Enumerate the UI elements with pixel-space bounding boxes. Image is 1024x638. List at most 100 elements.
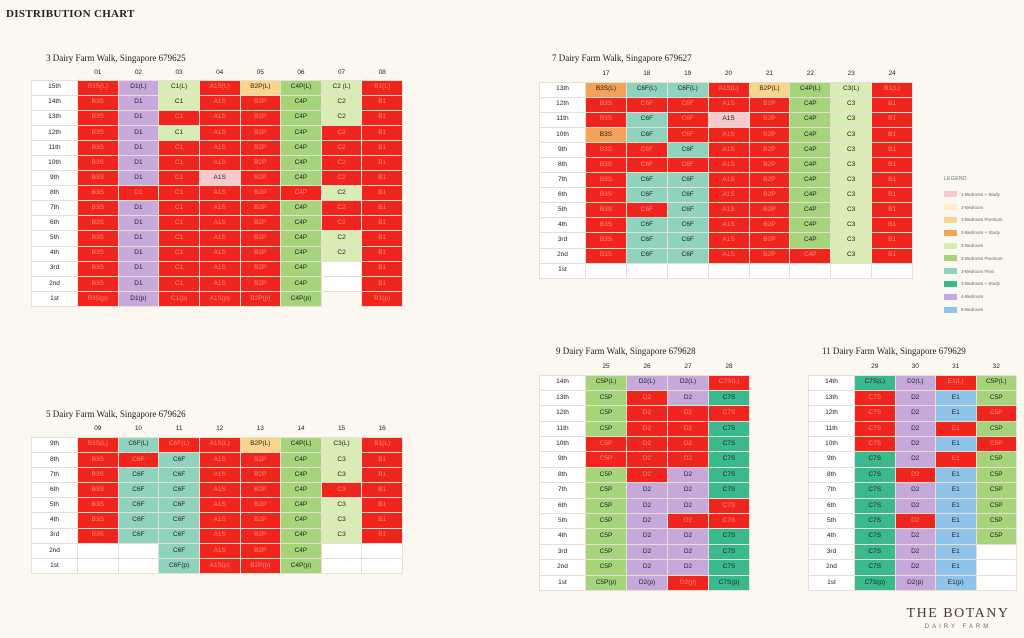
floor-row: 14th B3S D1 C1 A1S B2P C4P C2 B1 [31, 94, 403, 111]
stack-number: 32 [992, 362, 1000, 370]
unit-cell-sold: D2 [626, 405, 668, 422]
legend-swatch [944, 255, 957, 262]
unit-cell-sold: B3S [585, 202, 627, 219]
unit-cell-sold: D2(p) [667, 574, 709, 591]
unit-cell-sold: E1 [935, 451, 977, 468]
unit-cell: C4P(L) [789, 81, 832, 98]
unit-cell-sold: B1 [871, 126, 913, 143]
unit-cell-sold: B2P [239, 109, 282, 126]
unit-cell: C7S [708, 420, 750, 438]
floor-row: 14th C7S(L) D2(L) E1(L) C5P(L) [808, 374, 1017, 391]
unit-cell: C5P [975, 451, 1017, 468]
stack-header-row: 17 18 19 20 21 22 23 24 [540, 66, 913, 82]
unit-cell-sold: C1 [158, 275, 200, 292]
floor-label: 4th [31, 512, 78, 529]
unit-cell-sold: B1 [361, 109, 403, 126]
unit-cell: C7S(p) [708, 574, 750, 591]
floor-label: 12th [31, 124, 78, 141]
unit-cell-sold: B2P [239, 245, 282, 262]
unit-cell-sold: A1S [707, 232, 750, 249]
legend-item: 4-Bedroom [944, 290, 1003, 303]
unit-cell: C3 [320, 527, 363, 544]
floor-row: 4th C7S D2 E1 C5P [808, 528, 1017, 545]
legend-label: 2-Bedroom [961, 204, 984, 210]
floor-row: 3rd C7S D2 E1 [808, 543, 1017, 561]
unit-cell-sold: B2P [748, 141, 791, 158]
unit-cell: D2 [894, 543, 936, 561]
legend-item: 5-Bedroom [944, 303, 1003, 316]
unit-cell: C4P [280, 275, 322, 292]
brand-subtitle: DAIRY FARM [924, 624, 992, 630]
floor-row: 9th B3S(L) C6F(L) C6F(L) A1S(L) B2P(L) C4P(L) C… [31, 436, 403, 453]
floor-row: 10th B3S C6F C6F A1S B2P C4P C3 B1 [539, 126, 913, 143]
unit-cell: C5P [585, 528, 627, 545]
stack-number: 11 [175, 425, 183, 432]
unit-cell: D2 [667, 559, 709, 576]
floor-label: 2nd [31, 275, 78, 292]
floor-label: 10th [31, 154, 78, 172]
unit-cell-sold: A1S [198, 466, 241, 484]
floor-label: 7th [31, 466, 78, 484]
floor-row: 13th C7S D2 E1 C5P [808, 389, 1017, 407]
floor-row: 7th C7S D2 E1 C5P [808, 482, 1017, 499]
unit-cell: D2 [894, 389, 936, 407]
unit-cell: C6F [625, 247, 668, 264]
floor-row: 1st C7S(p) D2(p) E1(p) [808, 574, 1017, 591]
unit-cell: D2 [626, 543, 668, 561]
floor-label: 11th [539, 420, 586, 438]
unit-cell-empty [975, 574, 1017, 591]
unit-cell-sold: B3S [77, 275, 119, 292]
unit-cell: C4P [789, 232, 832, 249]
floor-row: 8th C7S D2 E1 C5P [808, 466, 1017, 484]
floor-label: 3rd [539, 543, 586, 561]
unit-cell-sold: C7S [708, 405, 750, 422]
unit-cell-sold: C1 [158, 154, 200, 172]
floor-row: 13th B3S D1 C1 A1S B2P C4P C2 B1 [31, 109, 403, 126]
unit-cell-sold: D2 [626, 466, 668, 484]
unit-cell: C4P [280, 497, 322, 514]
floor-label: 7th [31, 200, 78, 217]
stack-number: 30 [911, 362, 919, 370]
floor-row: 12th C5P D2 D2 C7S [539, 405, 750, 422]
unit-grid-11-dairy-farm: 29 30 31 32 14th C7S(L) D2(L) E1(L) C5P(L) 13th C7… [808, 359, 1017, 591]
unit-cell: C7S [854, 497, 896, 515]
floor-row: 12th C7S D2 E1 C5P [808, 405, 1017, 422]
unit-cell: E1 [935, 543, 977, 561]
unit-cell: C2 [320, 109, 363, 126]
floor-label: 13th [539, 81, 586, 98]
unit-cell-sold: C1 [158, 215, 200, 232]
unit-cell-sold: B2P [239, 527, 282, 544]
unit-cell: C1(L) [158, 79, 200, 96]
brand-logo: THE BOTANY DAIRY FARM [892, 606, 1024, 630]
unit-cell: C6F [117, 512, 160, 529]
unit-cell-empty [361, 557, 403, 575]
unit-cell: C7S [854, 513, 896, 530]
floor-row: 7th B3S D1 C1 A1S B2P C4P C2 B1 [31, 200, 403, 217]
unit-cell-sold: A1S [707, 217, 750, 234]
unit-cell: C6F [625, 187, 668, 204]
legend-swatch [944, 280, 957, 287]
legend: LEGEND 1-Bedroom + Study 2-Bedroom 2-Bedro… [944, 176, 1003, 316]
unit-cell-sold: B2P [239, 170, 282, 187]
unit-grid-9-dairy-farm: 25 26 27 28 14th C5P(L) D2(L) D2(L) C7S(L) 13th C5… [539, 359, 750, 591]
unit-cell-sold: B1(L) [361, 436, 403, 453]
unit-cell-sold: A1S [198, 185, 241, 202]
unit-cell: C4P [280, 139, 322, 156]
unit-cell-empty [748, 262, 791, 279]
unit-cell: C7S(p) [854, 574, 896, 591]
unit-cell: C3(L) [320, 436, 363, 453]
unit-cell-sold: B2P [748, 172, 791, 189]
unit-cell-sold: B3S [77, 154, 119, 172]
unit-cell-sold: B2P [239, 482, 282, 499]
unit-cell: C5P [975, 513, 1017, 530]
unit-cell: D1 [117, 230, 160, 247]
unit-cell-sold: C1 [158, 245, 200, 262]
unit-cell-sold: B1 [361, 94, 403, 111]
unit-cell: C1 [158, 94, 200, 111]
unit-cell-empty [975, 543, 1017, 561]
unit-cell-sold: B2P [239, 124, 282, 141]
unit-cell: C3 [830, 187, 873, 204]
legend-swatch [944, 293, 957, 300]
unit-cell: D2 [626, 482, 668, 499]
floor-row: 11th B3S D1 C1 A1S B2P C4P C2 B1 [31, 139, 403, 156]
